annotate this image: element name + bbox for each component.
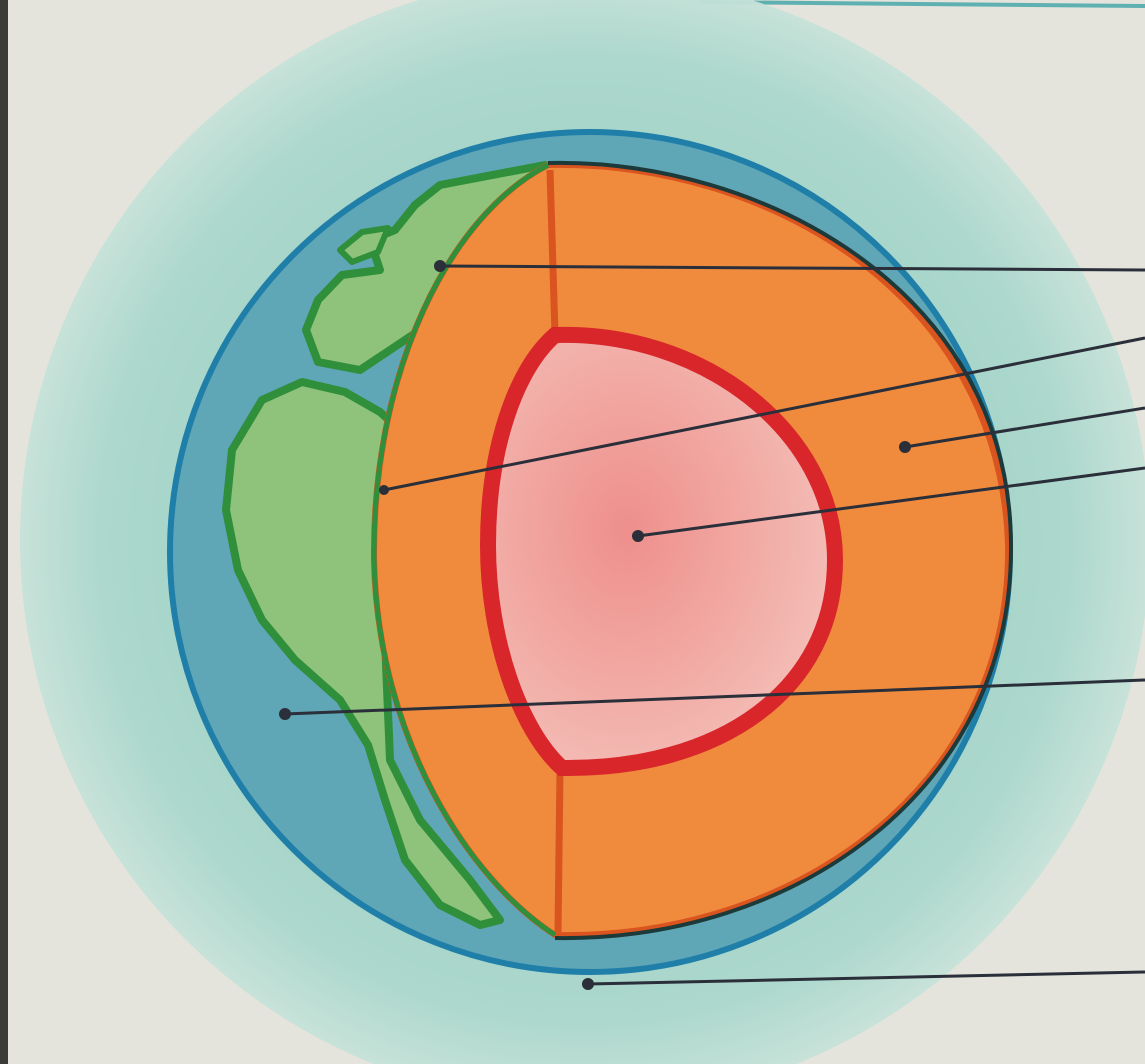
core-layer [479,326,844,777]
table-edge [0,0,8,1064]
dot-core [632,530,644,542]
dot-hydrosphere [279,708,291,720]
leader-line-hydrosphere [284,678,1145,716]
leader-line-mantle [904,406,1145,449]
cut-line-bottom [554,769,564,933]
leader-lines [284,264,1145,986]
dot-mantle [899,441,911,453]
leader-line-atmosphere [587,970,1145,986]
dot-continental-crust [434,260,446,272]
crust-edge [371,162,557,938]
leader-line-core [637,466,1145,538]
cut-line-top [546,169,559,336]
mantle-outer-outline [547,160,1014,941]
leader-line-continental-crust [439,264,1145,272]
continent-island [337,225,391,265]
leader-dots [279,260,911,990]
dot-atmosphere [582,978,594,990]
dot-crust [379,485,389,495]
paper-top-edge [699,0,1145,8]
leader-line-crust [383,336,1145,492]
